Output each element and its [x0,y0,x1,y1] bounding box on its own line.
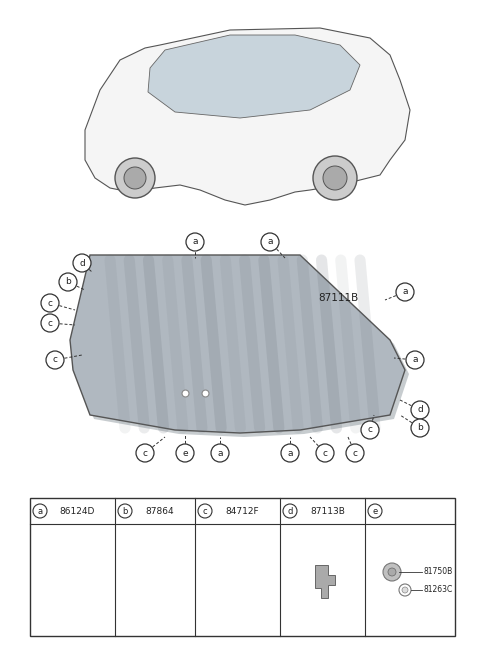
Text: c: c [352,449,358,457]
Text: a: a [287,449,293,457]
Circle shape [59,273,77,291]
FancyBboxPatch shape [30,498,455,636]
Circle shape [406,351,424,369]
Text: c: c [323,449,327,457]
Circle shape [361,421,379,439]
Circle shape [313,156,357,200]
Text: e: e [182,449,188,457]
Circle shape [198,504,212,518]
Text: a: a [192,237,198,247]
Text: a: a [402,287,408,297]
Circle shape [383,563,401,581]
Circle shape [399,584,411,596]
Circle shape [283,504,297,518]
Text: 87864: 87864 [146,506,174,516]
Polygon shape [148,35,360,118]
Text: a: a [37,506,43,516]
Circle shape [41,314,59,332]
Circle shape [115,158,155,198]
Text: b: b [122,506,128,516]
Text: 87113B: 87113B [310,506,345,516]
Text: 87111B: 87111B [318,293,358,303]
Text: a: a [217,449,223,457]
PathPatch shape [70,255,405,433]
Circle shape [323,166,347,190]
Text: b: b [65,277,71,287]
Circle shape [402,587,408,593]
Text: a: a [267,237,273,247]
Text: b: b [417,424,423,432]
PathPatch shape [74,259,409,437]
Text: c: c [48,298,52,308]
Circle shape [411,419,429,437]
Text: c: c [368,426,372,434]
Circle shape [281,444,299,462]
Circle shape [368,504,382,518]
Circle shape [346,444,364,462]
Text: d: d [417,405,423,415]
Polygon shape [314,565,335,598]
Text: e: e [372,506,378,516]
Text: c: c [203,506,207,516]
Circle shape [118,504,132,518]
Circle shape [124,167,146,189]
Text: d: d [79,258,85,268]
Text: 86124D: 86124D [60,506,95,516]
Circle shape [211,444,229,462]
Circle shape [411,401,429,419]
Text: c: c [143,449,147,457]
Circle shape [176,444,194,462]
Circle shape [73,254,91,272]
Circle shape [186,233,204,251]
Text: 84712F: 84712F [226,506,259,516]
Text: 81263C: 81263C [423,586,452,594]
Polygon shape [85,28,410,205]
Circle shape [33,504,47,518]
Text: c: c [52,356,58,365]
Circle shape [396,283,414,301]
Circle shape [261,233,279,251]
Text: a: a [412,356,418,365]
Circle shape [388,568,396,576]
Circle shape [316,444,334,462]
Circle shape [46,351,64,369]
Circle shape [136,444,154,462]
Text: c: c [48,319,52,327]
Text: d: d [288,506,293,516]
Text: 81750B: 81750B [423,567,452,577]
Circle shape [41,294,59,312]
